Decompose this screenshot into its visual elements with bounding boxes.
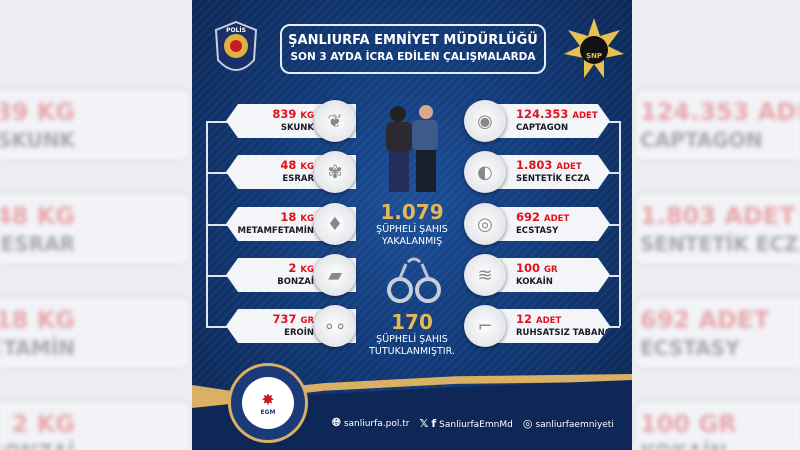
seizure-value: 18 KG — [280, 210, 314, 224]
instagram-link[interactable]: ◎ sanliurfaemniyeti — [522, 416, 614, 430]
caught-count: 1.079 — [380, 200, 444, 224]
seizure-label: RUHSATSIZ TABANCA — [516, 328, 618, 338]
seizure-label: METAMFETAMİN — [237, 226, 314, 236]
bag-icon: ▰ — [314, 254, 356, 296]
website-link[interactable]: 🌐︎ sanliurfa.pol.tr — [332, 416, 410, 429]
crystals-icon: ♦ — [314, 203, 356, 245]
seizure-value: 2 KG — [288, 261, 314, 275]
blurred-item: 1.803 ADET SENTETİK ECZA — [635, 194, 800, 264]
cannabis-icon: ✾ — [314, 151, 356, 193]
police-arrest-illustration — [386, 105, 438, 192]
globe-icon: 🌐︎ — [332, 416, 341, 429]
snp-star-logo: ŞNP — [564, 18, 624, 78]
seizure-label: ECSTASY — [516, 226, 559, 236]
seizure-label: SKUNK — [280, 123, 314, 133]
x-icon: 𝕏 — [419, 416, 429, 430]
arrested-count: 170 — [391, 310, 433, 334]
facebook-icon: f — [431, 416, 437, 430]
blurred-item: 692 ADET ECSTASY — [635, 298, 800, 368]
svg-text:POLİS: POLİS — [226, 27, 246, 34]
seizure-value: 692 ADET — [516, 210, 570, 224]
connector-line — [206, 224, 228, 226]
page-title: ŞANLIURFA EMNİYET MÜDÜRLÜĞÜ — [288, 33, 538, 48]
pellets-icon: ∘∘ — [314, 305, 356, 347]
caught-label: ŞÜPHELİ ŞAHIS YAKALANMIŞ — [376, 224, 448, 247]
seizure-label: ESRAR — [282, 174, 314, 184]
seizure-label: CAPTAGON — [516, 123, 569, 133]
connector-line — [206, 326, 228, 328]
instagram-icon: ◎ — [522, 416, 533, 430]
connector-line — [604, 172, 620, 174]
seizure-value: 100 GR — [516, 261, 558, 275]
arrested-label: ŞÜPHELİ ŞAHIS TUTUKLANMIŞTIR. — [369, 334, 455, 357]
page-subtitle: SON 3 AYDA İCRA EDİLEN ÇALIŞMALARDA — [290, 51, 536, 63]
seizure-label: SENTETİK ECZA — [516, 174, 590, 184]
svg-text:ŞNP: ŞNP — [586, 52, 602, 60]
connector-line — [206, 172, 228, 174]
tablets-icon: ◎ — [464, 203, 506, 245]
powder-icon: ≋ — [464, 254, 506, 296]
seizure-value: 124.353 ADET — [516, 107, 598, 121]
seizure-value: 839 KG — [272, 107, 314, 121]
seizure-value: 48 KG — [280, 158, 314, 172]
seizure-value: 737 GR — [272, 312, 314, 326]
handcuffs-icon — [387, 257, 441, 303]
seizure-value: 1.803 ADET — [516, 158, 582, 172]
connector-line — [206, 275, 228, 277]
connector-line — [206, 121, 228, 123]
infographic-panel: POLİS ŞANLIURFA EMNİYET MÜDÜRLÜĞÜ SON 3 … — [192, 0, 632, 450]
title-box: ŞANLIURFA EMNİYET MÜDÜRLÜĞÜ SON 3 AYDA İ… — [280, 24, 546, 74]
seizure-value: 12 ADET — [516, 312, 562, 326]
connector-line — [604, 121, 620, 123]
capsules-icon: ◐ — [464, 151, 506, 193]
connector-line — [604, 326, 620, 328]
blurred-item: 48 KG ESRAR — [0, 194, 190, 264]
leaf-icon: ❦ — [314, 100, 356, 142]
seizure-label: EROİN — [284, 328, 314, 338]
pistol-icon: ⌐ — [464, 305, 506, 347]
right-bracket-line — [619, 121, 621, 326]
seizure-label: BONZAİ — [277, 277, 314, 287]
left-bracket-line — [206, 121, 208, 326]
seizure-label: KOKAİN — [516, 277, 553, 287]
connector-line — [604, 224, 620, 226]
emniyet-badge-logo: ✸ EGM — [228, 363, 308, 443]
police-logo: POLİS — [214, 20, 258, 71]
pills-icon: ◉ — [464, 100, 506, 142]
connector-line — [604, 275, 620, 277]
